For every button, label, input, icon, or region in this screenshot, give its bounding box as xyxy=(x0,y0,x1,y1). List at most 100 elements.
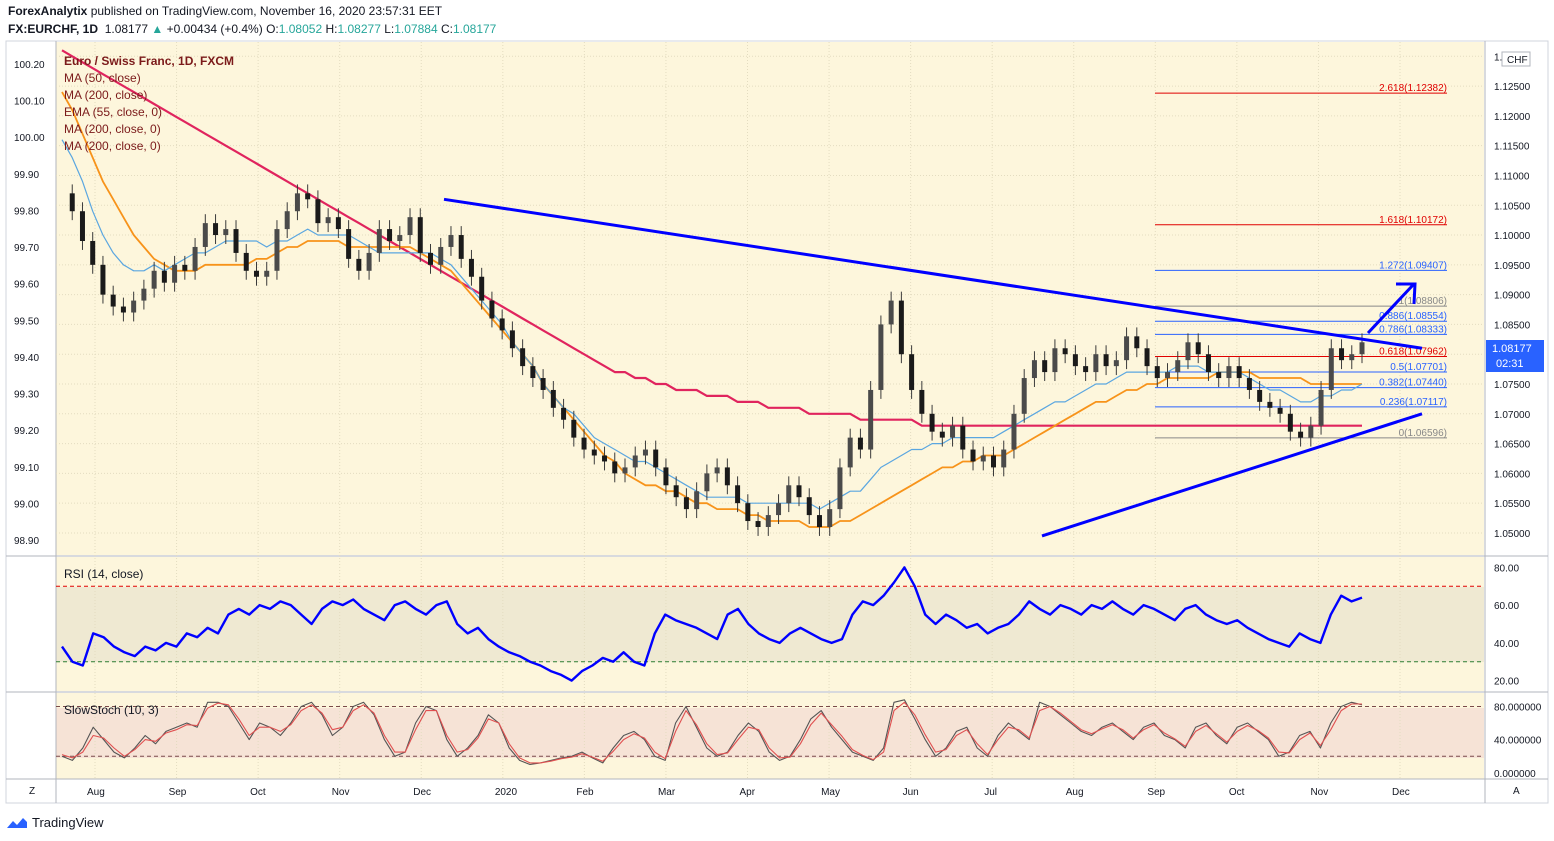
fib-level-label: 0(1.06596) xyxy=(1399,428,1447,439)
currency-label: CHF xyxy=(1507,55,1528,66)
candle-body xyxy=(1257,389,1263,402)
tradingview-brand: TradingView xyxy=(32,815,104,830)
candle-body xyxy=(1154,366,1160,379)
left-axis-tick: 99.80 xyxy=(14,206,39,217)
candle-body xyxy=(1134,336,1140,349)
candle-body xyxy=(970,449,976,462)
candle-body xyxy=(632,455,638,468)
fib-level-label: 0.236(1.07117) xyxy=(1380,397,1447,408)
candle-body xyxy=(1277,407,1283,414)
currency-box[interactable] xyxy=(1501,51,1531,67)
stoch-band xyxy=(56,708,1484,758)
main-pane[interactable] xyxy=(56,42,1484,555)
candle-body xyxy=(458,235,464,259)
rsi-title[interactable]: RSI (14, close) xyxy=(64,567,143,581)
candle-body xyxy=(1226,366,1232,379)
candle-body xyxy=(1246,378,1252,390)
legend-ma200-c[interactable]: MA (200, close, 0) xyxy=(64,139,161,153)
legend-ma200-b[interactable]: MA (200, close, 0) xyxy=(64,122,161,136)
right-axis-tick: 1.05500 xyxy=(1494,499,1531,510)
candle-body xyxy=(284,211,290,230)
price-badge-value: 1.08177 xyxy=(1492,343,1532,355)
stoch-title[interactable]: SlowStoch (10, 3) xyxy=(64,703,159,717)
candle-body xyxy=(233,229,239,253)
trendline-upper xyxy=(443,197,1423,350)
candle-body xyxy=(223,229,229,236)
rsi-axis-tick: 40.00 xyxy=(1494,639,1519,650)
legend-ema55[interactable]: EMA (55, close, 0) xyxy=(64,105,162,119)
candle-body xyxy=(387,229,393,242)
candle-body xyxy=(1298,431,1304,438)
candle-body xyxy=(315,199,321,224)
candle-body xyxy=(724,467,730,486)
right-axis-tick: 1.09000 xyxy=(1494,291,1531,302)
trendlines[interactable] xyxy=(443,197,1423,538)
publisher-name[interactable]: ForexAnalytix xyxy=(8,4,88,18)
candle-body xyxy=(816,515,822,527)
candle-body xyxy=(765,515,771,527)
fib-level-label: 0.5(1.07701) xyxy=(1390,362,1447,373)
time-axis-tick: Aug xyxy=(87,787,105,798)
right-axis-tick: 1.07500 xyxy=(1494,380,1531,391)
left-axis-tick: 100.10 xyxy=(14,97,45,108)
candle-body xyxy=(806,497,812,516)
fib-level-label: 1.272(1.09407) xyxy=(1379,260,1447,271)
right-axis-tick: 1.05000 xyxy=(1494,529,1531,540)
candle-body xyxy=(663,467,669,486)
left-axis-tick: 99.70 xyxy=(14,243,39,254)
legend-title[interactable]: Euro / Swiss Franc, 1D, FXCM xyxy=(64,54,234,68)
candle-body xyxy=(704,473,710,492)
candle-body xyxy=(499,318,505,331)
candle-body xyxy=(571,419,577,438)
legend-ma50[interactable]: MA (50, close) xyxy=(64,71,141,85)
candle-body xyxy=(1318,389,1324,426)
rsi-axis-tick: 60.00 xyxy=(1494,601,1519,612)
candle-body xyxy=(939,431,945,438)
candle-body xyxy=(1042,360,1048,373)
price-change: +0.00434 (+0.4%) xyxy=(166,22,263,36)
candle-body xyxy=(346,229,352,259)
candle-body xyxy=(1113,360,1119,367)
time-axis-tick: May xyxy=(821,787,840,798)
rsi-axis-tick: 20.00 xyxy=(1494,677,1519,688)
open-value: 1.08052 xyxy=(278,22,323,36)
left-axis-tick: 99.00 xyxy=(14,499,39,510)
candle-body xyxy=(1267,401,1273,408)
candle-body xyxy=(1236,366,1242,379)
left-axis-tick: 99.10 xyxy=(14,463,39,474)
candle-body xyxy=(428,252,434,265)
rsi-indicator: 80.00 60.00 40.00 20.00 xyxy=(56,563,1519,688)
candle-body xyxy=(1072,354,1078,367)
tradingview-logo[interactable]: TradingView xyxy=(6,815,104,830)
chart-frame xyxy=(5,40,1549,804)
published-text: published on TradingView.com, November 1… xyxy=(90,4,443,18)
fib-level-label: 1.618(1.10172) xyxy=(1379,215,1447,226)
time-axis-tick: Dec xyxy=(1392,787,1410,798)
candle-body xyxy=(714,467,720,474)
candle-body xyxy=(786,485,792,504)
left-axis-tick: 99.20 xyxy=(14,426,39,437)
candle-body xyxy=(294,193,300,212)
time-axis-tick: Dec xyxy=(413,787,431,798)
chart-legend: Euro / Swiss Franc, 1D, FXCM MA (50, clo… xyxy=(64,54,234,153)
right-axis-tick: 1.10000 xyxy=(1494,231,1531,242)
candle-body xyxy=(919,389,925,414)
left-axis-tick: 99.90 xyxy=(14,170,39,181)
candle-body xyxy=(878,324,884,390)
zoom-button[interactable]: Z xyxy=(29,786,35,797)
projection-arrow-icon xyxy=(1366,283,1415,335)
right-axis-tick: 1.06500 xyxy=(1494,440,1531,451)
candle-body xyxy=(909,354,915,390)
candle-body xyxy=(69,193,75,212)
auto-scale-button[interactable]: A xyxy=(1513,786,1520,797)
stoch-axis-tick: 40.000000 xyxy=(1494,736,1542,747)
high-value: 1.08277 xyxy=(337,22,381,36)
time-axis-tick: Jun xyxy=(903,787,919,798)
legend-ma200[interactable]: MA (200, close) xyxy=(64,88,147,102)
rsi-band xyxy=(56,587,1484,662)
candle-body xyxy=(325,217,331,224)
ohlc-header: FX:EURCHF, 1D 1.08177 ▲ +0.00434 (+0.4%)… xyxy=(8,22,496,36)
stoch-indicator: 80.000000 40.000000 0.000000 xyxy=(56,699,1542,780)
candle-body xyxy=(274,229,280,271)
